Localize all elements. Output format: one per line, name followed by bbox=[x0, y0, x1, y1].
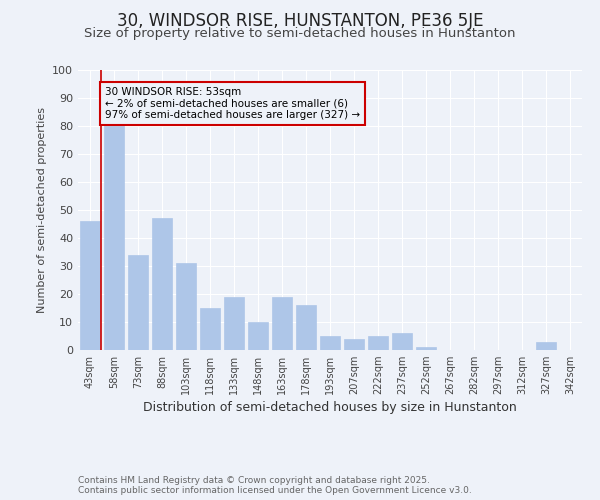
X-axis label: Distribution of semi-detached houses by size in Hunstanton: Distribution of semi-detached houses by … bbox=[143, 402, 517, 414]
Bar bbox=[272, 297, 292, 350]
Bar bbox=[200, 308, 220, 350]
Text: 30, WINDSOR RISE, HUNSTANTON, PE36 5JE: 30, WINDSOR RISE, HUNSTANTON, PE36 5JE bbox=[117, 12, 483, 30]
Bar bbox=[536, 342, 556, 350]
Bar bbox=[320, 336, 340, 350]
Text: Contains HM Land Registry data © Crown copyright and database right 2025.
Contai: Contains HM Land Registry data © Crown c… bbox=[78, 476, 472, 495]
Bar bbox=[80, 221, 100, 350]
Y-axis label: Number of semi-detached properties: Number of semi-detached properties bbox=[37, 107, 47, 313]
Bar bbox=[104, 126, 124, 350]
Bar bbox=[176, 263, 196, 350]
Bar bbox=[224, 297, 244, 350]
Text: Size of property relative to semi-detached houses in Hunstanton: Size of property relative to semi-detach… bbox=[84, 28, 516, 40]
Bar bbox=[392, 333, 412, 350]
Bar bbox=[152, 218, 172, 350]
Bar bbox=[368, 336, 388, 350]
Text: 30 WINDSOR RISE: 53sqm
← 2% of semi-detached houses are smaller (6)
97% of semi-: 30 WINDSOR RISE: 53sqm ← 2% of semi-deta… bbox=[105, 87, 360, 120]
Bar bbox=[248, 322, 268, 350]
Bar bbox=[296, 305, 316, 350]
Bar bbox=[128, 255, 148, 350]
Bar bbox=[344, 339, 364, 350]
Bar bbox=[416, 347, 436, 350]
